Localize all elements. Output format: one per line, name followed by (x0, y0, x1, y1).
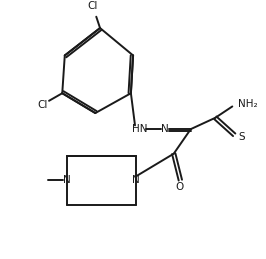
Text: Cl: Cl (87, 1, 98, 11)
Text: HN: HN (132, 124, 147, 134)
Text: NH₂: NH₂ (238, 99, 257, 109)
Text: Cl: Cl (37, 99, 48, 110)
Text: O: O (175, 182, 184, 192)
Text: N: N (161, 124, 169, 134)
Text: N: N (132, 175, 140, 185)
Text: S: S (238, 132, 245, 142)
Text: N: N (63, 175, 71, 185)
